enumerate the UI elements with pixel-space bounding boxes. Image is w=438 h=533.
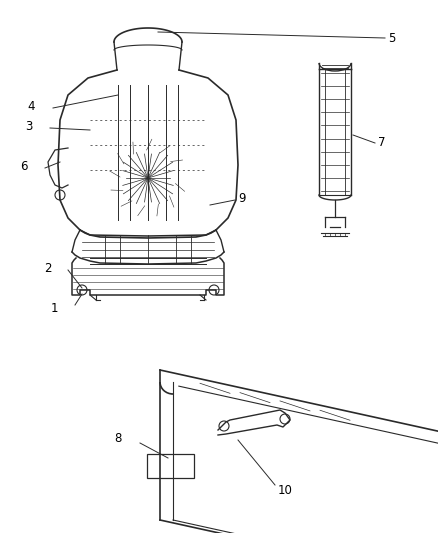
Text: 6: 6: [21, 159, 28, 173]
FancyBboxPatch shape: [147, 454, 194, 478]
Text: 3: 3: [26, 119, 33, 133]
Text: 5: 5: [388, 31, 396, 44]
Text: 10: 10: [278, 483, 293, 497]
Text: 2: 2: [45, 262, 52, 274]
Text: 4: 4: [28, 100, 35, 112]
Text: 7: 7: [378, 135, 385, 149]
Text: 8: 8: [115, 432, 122, 445]
Text: 9: 9: [238, 192, 246, 206]
Text: 1: 1: [50, 302, 58, 314]
